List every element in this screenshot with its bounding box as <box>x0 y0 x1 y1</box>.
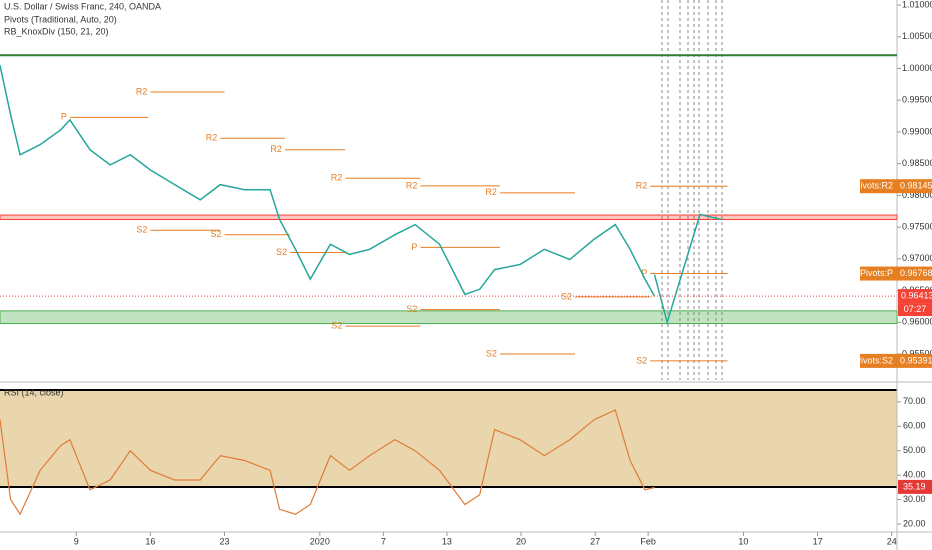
pivot-label: S2 <box>276 247 287 257</box>
x-tick-label: 7 <box>381 536 386 546</box>
rsi-line <box>0 409 655 516</box>
y-tick-label: 0.97000 <box>902 253 932 263</box>
pivot-label: S2 <box>210 229 221 239</box>
rsi-last-label: 35.19 <box>903 481 926 491</box>
y-tick-label: 0.97500 <box>902 221 932 231</box>
countdown: 07:27 <box>904 304 927 314</box>
pivot-label: R2 <box>206 133 218 143</box>
pivot-tag-value: 0.95391 <box>900 355 932 365</box>
pivot-label: P <box>411 242 417 252</box>
last-price-tag <box>898 289 932 304</box>
rsi-last-tag <box>898 479 932 494</box>
x-tick-label: Feb <box>640 536 656 546</box>
pivot-label: R2 <box>331 173 343 183</box>
last-price-label: 0.96413 <box>901 290 932 300</box>
y-tick-label: 0.95500 <box>902 348 932 358</box>
pivot-label: R2 <box>406 180 418 190</box>
zone <box>0 214 898 220</box>
rsi-tick-label: 40.00 <box>903 470 926 480</box>
rsi-tick-label: 70.00 <box>903 396 926 406</box>
pivot-label: S2 <box>486 348 497 358</box>
rsi-band <box>0 390 897 487</box>
pivot-label: R2 <box>136 86 148 96</box>
rsi-tick-label: 20.00 <box>903 518 926 528</box>
pivot-label: S2 <box>331 320 342 330</box>
y-tick-label: 1.00000 <box>902 63 932 73</box>
rsi-title: RSI (14, close) <box>4 387 64 397</box>
rsi-tick-label: 60.00 <box>903 421 926 431</box>
pivot-label: R2 <box>636 181 648 191</box>
pivot-tag-name: Pivots:P <box>860 268 893 278</box>
chart-title: U.S. Dollar / Swiss Franc, 240, OANDA <box>4 1 161 11</box>
x-tick-label: 2020 <box>310 536 330 546</box>
pivot-label: S2 <box>636 355 647 365</box>
x-tick-label: 23 <box>220 536 230 546</box>
x-tick-label: 13 <box>442 536 452 546</box>
projection-line <box>653 213 722 326</box>
pivot-tag-value: 0.98145 <box>900 181 932 191</box>
y-tick-label: 1.01000 <box>902 0 932 9</box>
x-tick-label: 24 <box>887 536 897 546</box>
x-tick-label: 27 <box>590 536 600 546</box>
y-tick-label: 0.98000 <box>902 190 932 200</box>
price-line <box>0 65 656 297</box>
pivot-label: P <box>61 112 67 122</box>
indicator-label: Pivots (Traditional, Auto, 20) <box>4 14 117 24</box>
pivot-tag <box>860 266 932 281</box>
pivot-label: S2 <box>136 225 147 235</box>
x-tick-label: 10 <box>738 536 748 546</box>
pivot-tag-value: 0.96768 <box>900 268 932 278</box>
pivot-label: S2 <box>561 291 572 301</box>
pivot-tag <box>860 353 932 368</box>
x-tick-label: 16 <box>145 536 155 546</box>
y-tick-label: 1.00500 <box>902 31 932 41</box>
x-tick-label: 20 <box>516 536 526 546</box>
pivot-tag <box>860 179 932 194</box>
rsi-tick-label: 50.00 <box>903 445 926 455</box>
countdown-tag <box>898 303 932 317</box>
pivot-label: R2 <box>270 144 282 154</box>
indicator-label: RB_KnoxDiv (150, 21, 20) <box>4 26 109 36</box>
y-tick-label: 0.99500 <box>902 95 932 105</box>
rsi-tick-label: 30.00 <box>903 494 926 504</box>
y-tick-label: 0.96000 <box>902 317 932 327</box>
pivot-tag-name: Pivots:S2 <box>855 355 893 365</box>
pivot-label: S2 <box>406 304 417 314</box>
y-tick-label: 0.99000 <box>902 126 932 136</box>
pivot-label: P <box>641 268 647 278</box>
pivot-tag-name: Pivots:R2 <box>854 181 893 191</box>
y-tick-label: 0.98500 <box>902 158 932 168</box>
x-tick-label: 9 <box>74 536 79 546</box>
zone <box>0 310 898 325</box>
pivot-label: R2 <box>485 187 497 197</box>
x-tick-label: 17 <box>813 536 823 546</box>
